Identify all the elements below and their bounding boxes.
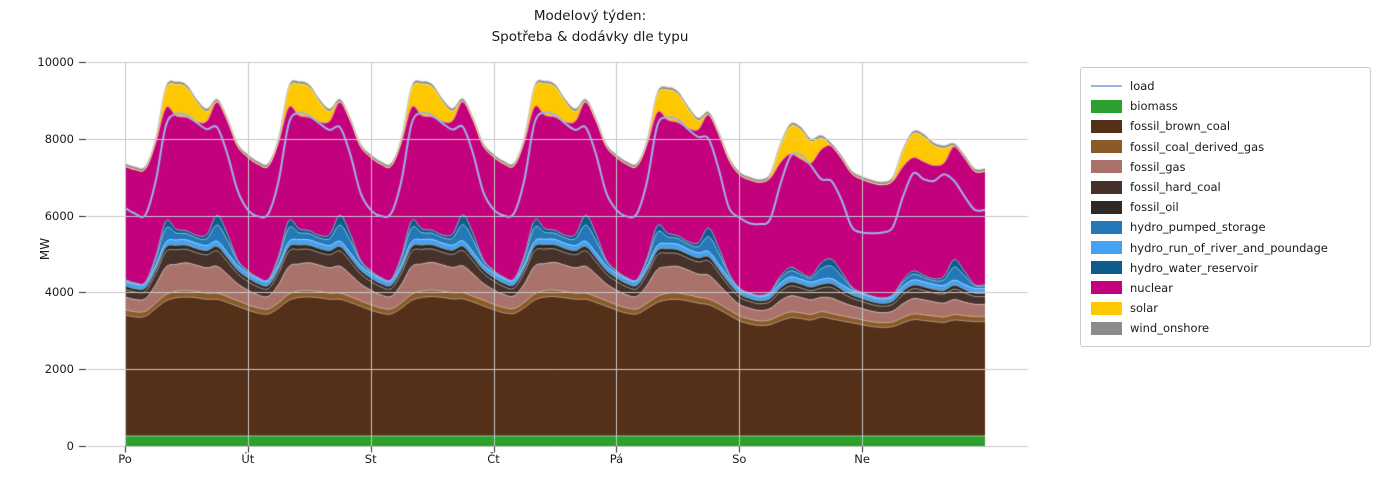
- legend-item-hydro_run_of_river_and_poundage: hydro_run_of_river_and_poundage: [1091, 238, 1360, 258]
- x-tick-label: Ne: [854, 452, 870, 466]
- legend-label: solar: [1130, 301, 1158, 316]
- x-tick-label: Čt: [487, 452, 500, 466]
- legend-label: fossil_hard_coal: [1130, 180, 1221, 195]
- legend-label: hydro_water_reservoir: [1130, 260, 1259, 275]
- legend-swatch-fossil_oil: [1091, 200, 1122, 214]
- x-tick-label: So: [732, 452, 747, 466]
- legend-label: biomass: [1130, 99, 1178, 114]
- legend-swatch-hydro_pumped_storage: [1091, 220, 1122, 234]
- legend-label: nuclear: [1130, 280, 1173, 295]
- legend-swatch-fossil_brown_coal: [1091, 119, 1122, 133]
- legend-item-fossil_brown_coal: fossil_brown_coal: [1091, 116, 1360, 136]
- x-tick-label: St: [364, 452, 377, 466]
- legend-item-fossil_coal_derived_gas: fossil_coal_derived_gas: [1091, 137, 1360, 157]
- y-tick-label: 10000: [37, 55, 74, 69]
- legend-label: wind_onshore: [1130, 321, 1210, 336]
- legend-item-fossil_oil: fossil_oil: [1091, 197, 1360, 217]
- legend-swatch-fossil_coal_derived_gas: [1091, 140, 1122, 154]
- legend-label: hydro_pumped_storage: [1130, 220, 1266, 235]
- legend-label: fossil_oil: [1130, 200, 1179, 215]
- legend-swatch-fossil_hard_coal: [1091, 180, 1122, 194]
- legend-swatch-hydro_run_of_river_and_poundage: [1091, 241, 1122, 255]
- legend-label: fossil_coal_derived_gas: [1130, 139, 1265, 154]
- legend-item-nuclear: nuclear: [1091, 278, 1360, 298]
- x-tick-label: Po: [118, 452, 132, 466]
- y-tick-label: 0: [66, 439, 74, 453]
- legend-item-solar: solar: [1091, 298, 1360, 318]
- legend-swatch-hydro_water_reservoir: [1091, 261, 1122, 275]
- legend-line-icon: [1091, 80, 1122, 93]
- legend-item-wind_onshore: wind_onshore: [1091, 318, 1360, 338]
- legend-label: hydro_run_of_river_and_poundage: [1130, 240, 1328, 255]
- load-line-sample: [1091, 85, 1122, 88]
- y-tick-label: 8000: [44, 131, 74, 146]
- legend-swatch-nuclear: [1091, 281, 1122, 295]
- legend-item-fossil_hard_coal: fossil_hard_coal: [1091, 177, 1360, 197]
- legend-swatch-biomass: [1091, 99, 1122, 113]
- legend-swatch-fossil_gas: [1091, 160, 1122, 174]
- legend-label: fossil_brown_coal: [1130, 119, 1231, 134]
- legend-label: load: [1130, 79, 1155, 94]
- x-tick-label: Út: [241, 452, 255, 466]
- legend-item-fossil_gas: fossil_gas: [1091, 157, 1360, 177]
- legend-item-load: load: [1091, 76, 1360, 96]
- legend-label: fossil_gas: [1130, 159, 1186, 174]
- legend-swatch-wind_onshore: [1091, 321, 1122, 335]
- legend-swatch-solar: [1091, 301, 1122, 315]
- y-tick-label: 6000: [44, 208, 74, 223]
- legend-item-biomass: biomass: [1091, 96, 1360, 116]
- y-tick-label: 4000: [44, 285, 74, 300]
- y-tick-label: 2000: [44, 362, 74, 377]
- legend-item-hydro_water_reservoir: hydro_water_reservoir: [1091, 258, 1360, 278]
- legend-item-hydro_pumped_storage: hydro_pumped_storage: [1091, 217, 1360, 237]
- x-tick-label: Pá: [609, 452, 624, 466]
- legend: load biomass fossil_brown_coal fossil_coal_…: [1080, 67, 1371, 348]
